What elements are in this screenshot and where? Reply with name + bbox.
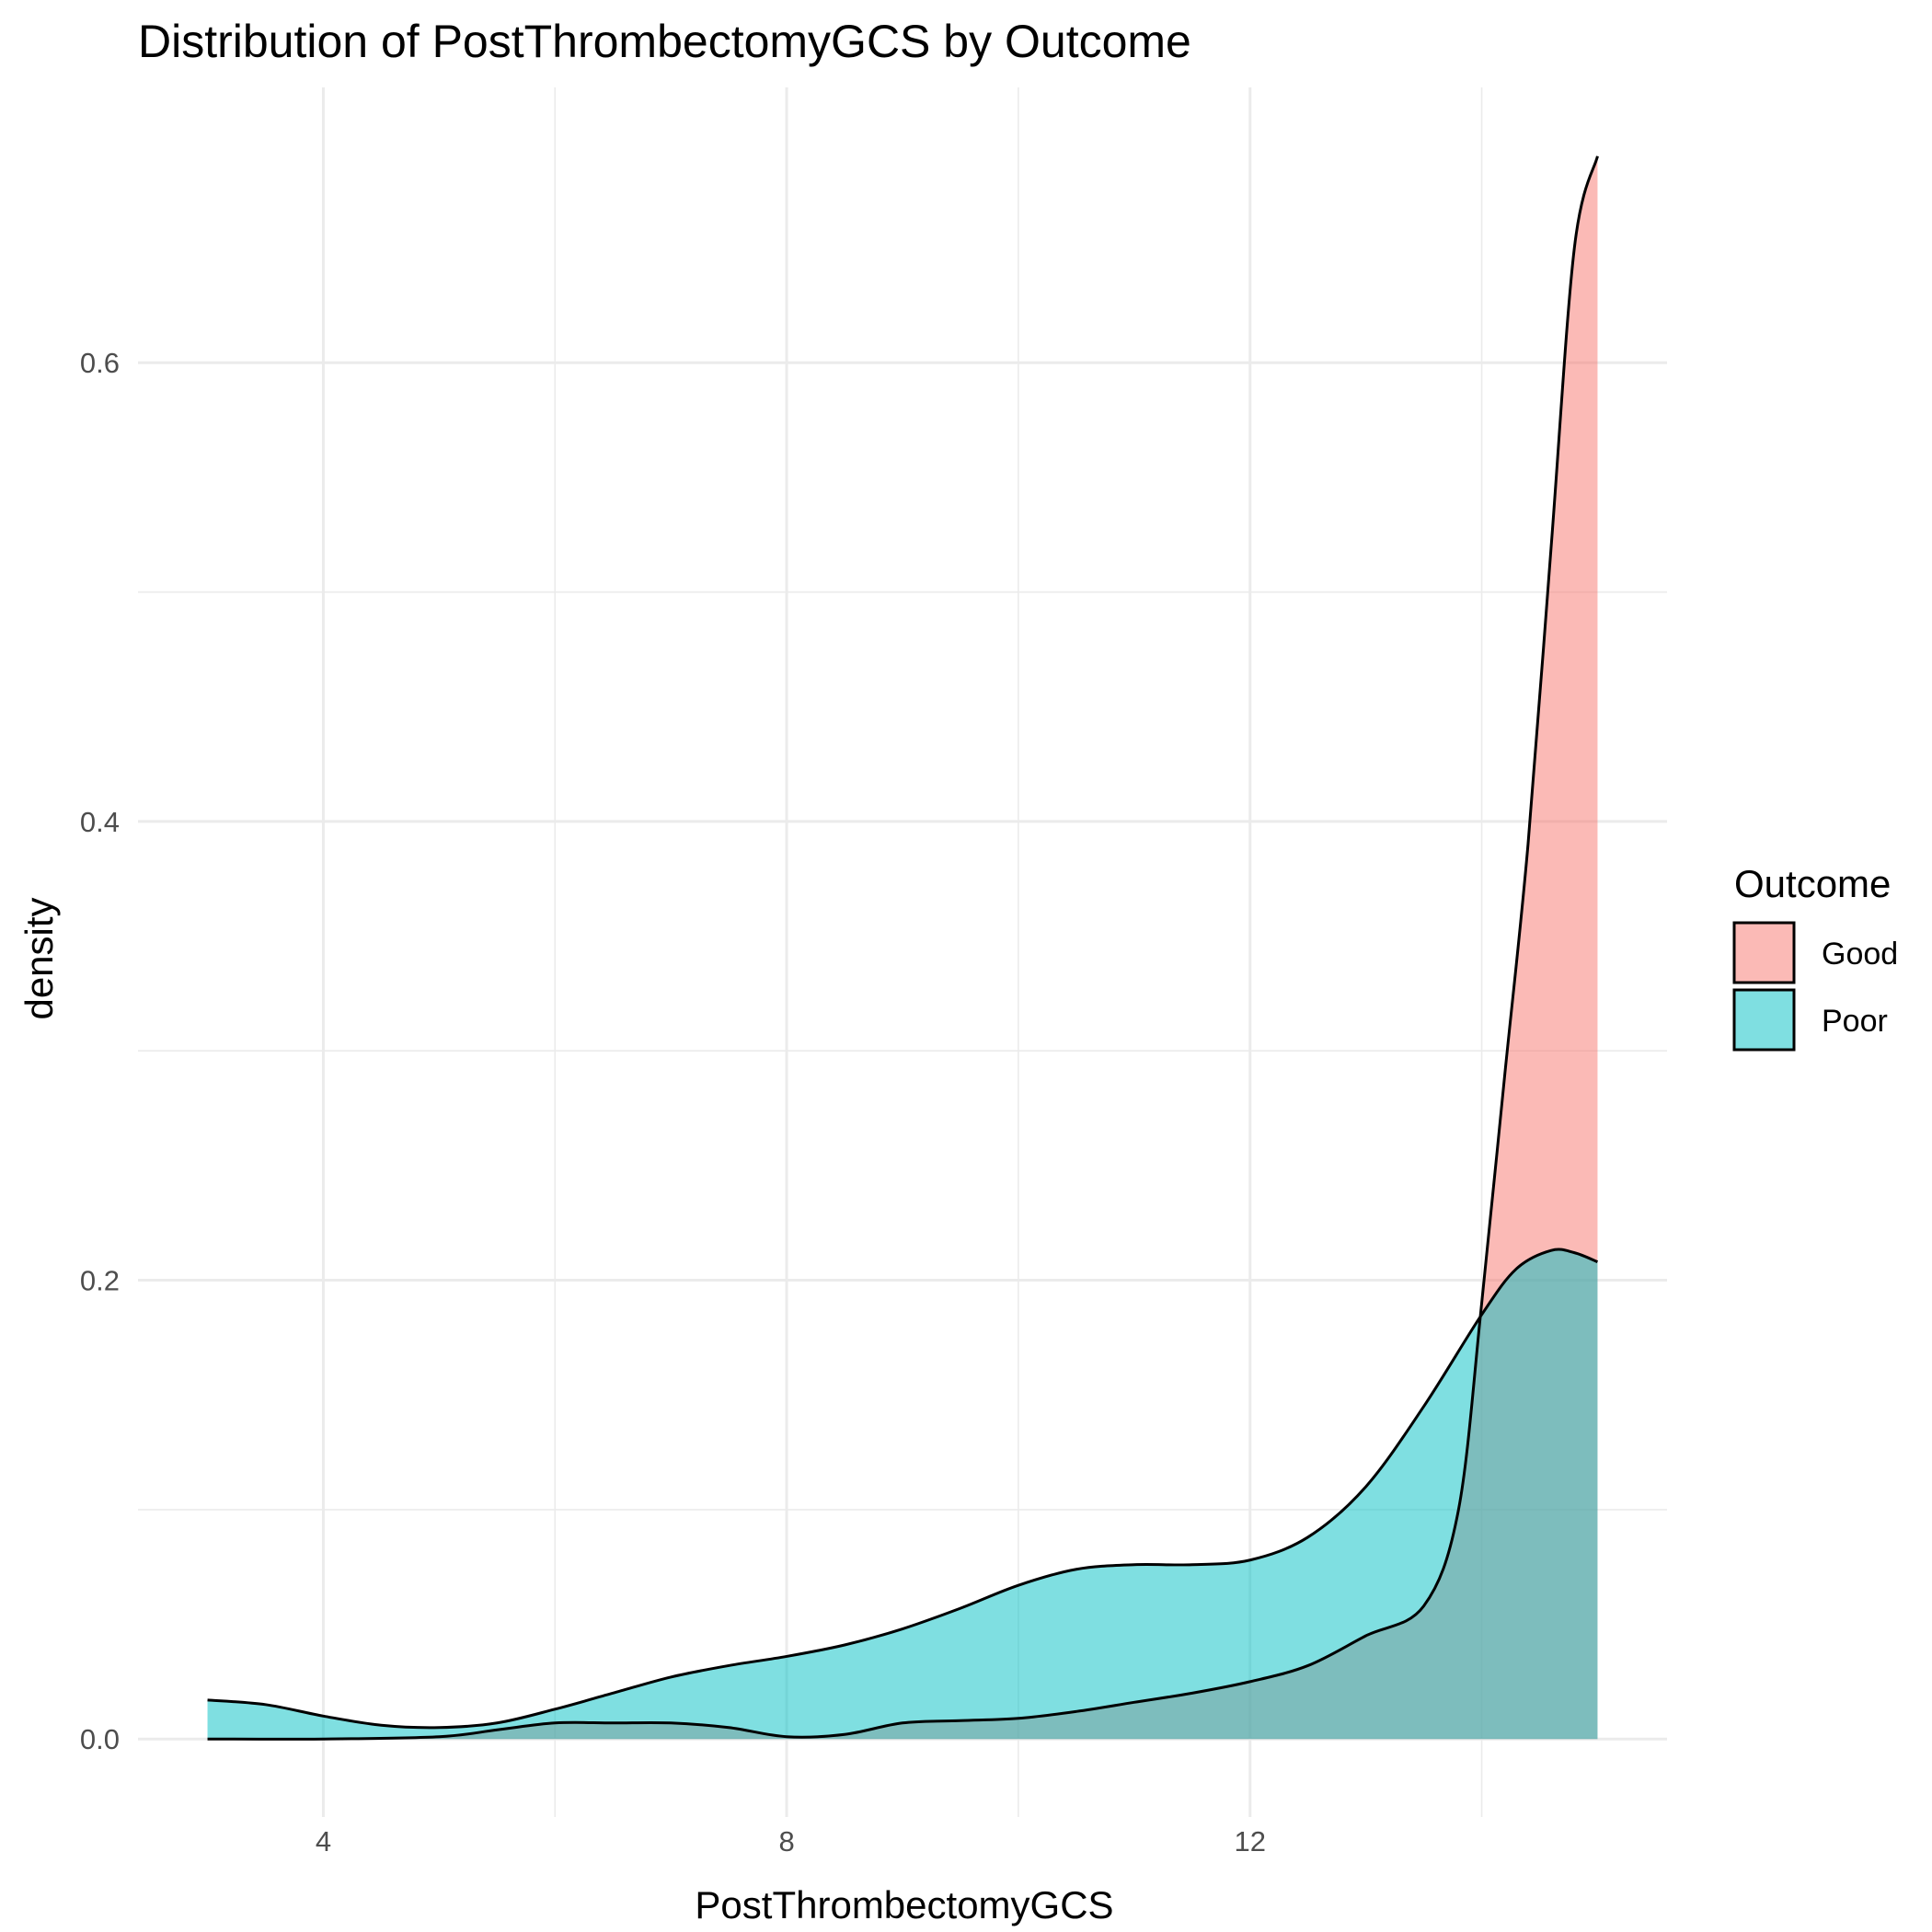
density-line-good (207, 155, 1599, 1741)
density-areas (207, 155, 1598, 1740)
legend-key-good (1732, 921, 1796, 984)
density-outlines (207, 155, 1599, 1741)
y-tick-label: 0.6 (80, 347, 120, 379)
x-axis-title: PostThrombectomyGCS (695, 1883, 1113, 1926)
y-tick-label: 0.2 (80, 1265, 120, 1297)
legend-title: Outcome (1734, 862, 1891, 905)
legend: Outcome Good Poor (1732, 862, 1898, 1052)
legend-label-poor: Poor (1822, 1004, 1888, 1039)
legend-items: Good Poor (1732, 921, 1898, 1052)
legend-key-poor (1732, 988, 1796, 1052)
y-tick-label: 0.0 (80, 1723, 120, 1755)
density-area-poor (207, 1248, 1598, 1740)
chart-title: Distribution of PostThrombectomyGCS by O… (138, 16, 1191, 67)
y-axis-title: density (17, 897, 61, 1019)
x-tick-label: 8 (778, 1825, 794, 1857)
y-tick-label: 0.4 (80, 806, 120, 838)
x-tick-label: 4 (316, 1825, 331, 1857)
tick-labels: 4 8 12 0.0 0.2 0.4 0.6 (80, 347, 1266, 1857)
density-line-poor (207, 1248, 1599, 1730)
x-tick-label: 12 (1234, 1825, 1265, 1857)
legend-label-good: Good (1822, 937, 1898, 972)
